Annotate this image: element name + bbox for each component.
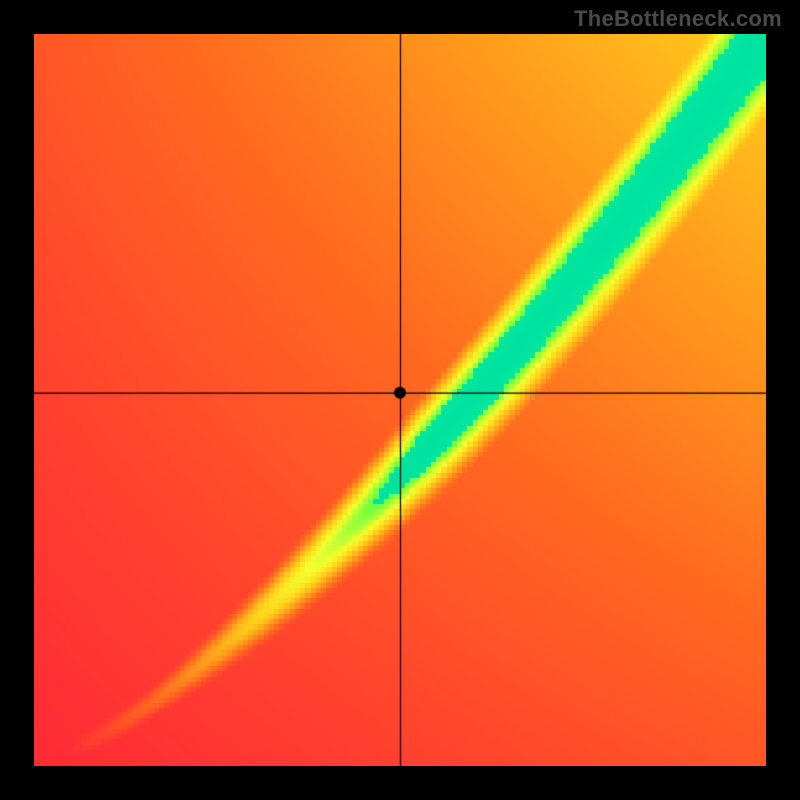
watermark-text: TheBottleneck.com (574, 6, 782, 32)
bottleneck-heatmap (34, 34, 766, 766)
chart-frame: TheBottleneck.com (0, 0, 800, 800)
